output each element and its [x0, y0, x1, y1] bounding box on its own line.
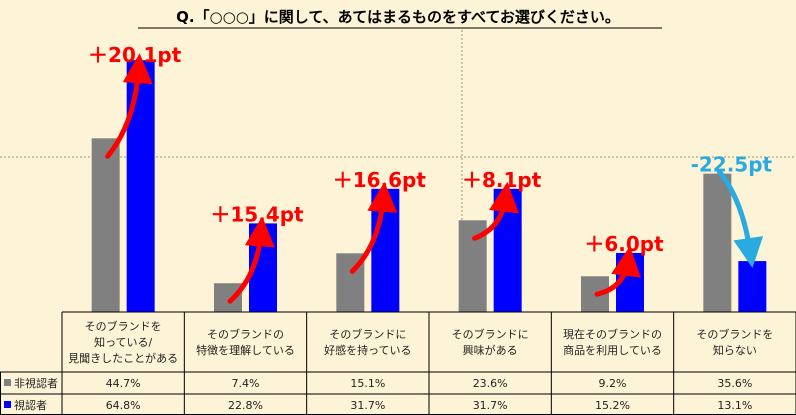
table-value: 13.1%: [717, 399, 752, 412]
legend-swatch: [4, 401, 11, 408]
table-value: 31.7%: [350, 399, 385, 412]
difference-annotation: ＋6.0pt: [584, 232, 664, 256]
category-label: そのブランドを: [85, 319, 162, 333]
bar-viewer: [493, 188, 522, 312]
category-label: 興味がある: [463, 343, 518, 357]
difference-annotation: ＋8.1pt: [462, 168, 542, 192]
table-value: 35.6%: [717, 377, 752, 390]
increase-arrow: [105, 53, 153, 159]
bar-non-viewer: [91, 138, 120, 312]
table-value: 9.2%: [599, 377, 627, 390]
category-label: そのブランドの: [207, 327, 284, 341]
difference-annotation: -22.5pt: [691, 153, 773, 177]
decrease-arrow: [716, 169, 764, 268]
table-value: 15.1%: [350, 377, 385, 390]
legend-label: 視認者: [14, 398, 47, 412]
table-value: 22.8%: [228, 399, 263, 412]
legend-label: 非視認者: [14, 376, 58, 390]
category-label: 知っている/: [94, 335, 152, 349]
bar-viewer: [371, 188, 400, 312]
category-label: 知らない: [713, 343, 757, 357]
legend-swatch: [4, 379, 11, 386]
bar-non-viewer: [703, 173, 732, 312]
category-label: 好感を持っている: [324, 343, 411, 357]
difference-annotation: ＋16.6pt: [333, 168, 427, 192]
table-value: 7.4%: [232, 377, 260, 390]
category-label: そのブランドに: [452, 327, 529, 341]
category-label: 見聞きしたことがある: [68, 351, 178, 365]
data-table: そのブランドを知っている/見聞きしたことがあるそのブランドの特徴を理解しているそ…: [0, 311, 796, 415]
category-label: 特徴を理解している: [196, 343, 295, 357]
bar-non-viewer: [214, 283, 242, 312]
table-value: 64.8%: [106, 399, 141, 412]
increase-arrow: [594, 246, 641, 297]
bar-viewer: [738, 261, 767, 312]
increase-arrow: [227, 216, 275, 304]
chart-title: Q.「○○○」に関して、あてはまるものをすべてお選びください。: [176, 8, 620, 26]
increase-arrow: [349, 181, 398, 274]
bar-viewer: [126, 60, 155, 312]
difference-annotation: ＋20.1pt: [88, 43, 182, 67]
increase-arrow: [472, 181, 519, 241]
table-value: 44.7%: [106, 377, 141, 390]
category-label: 商品を利用している: [563, 343, 662, 357]
category-label: そのブランドに: [329, 327, 406, 341]
difference-annotation: ＋15.4pt: [210, 202, 304, 226]
category-label: そのブランドを: [696, 327, 773, 341]
category-label: 現在そのブランドの: [563, 327, 662, 341]
table-value: 31.7%: [473, 399, 508, 412]
table-value: 23.6%: [473, 377, 508, 390]
table-value: 15.2%: [595, 399, 630, 412]
